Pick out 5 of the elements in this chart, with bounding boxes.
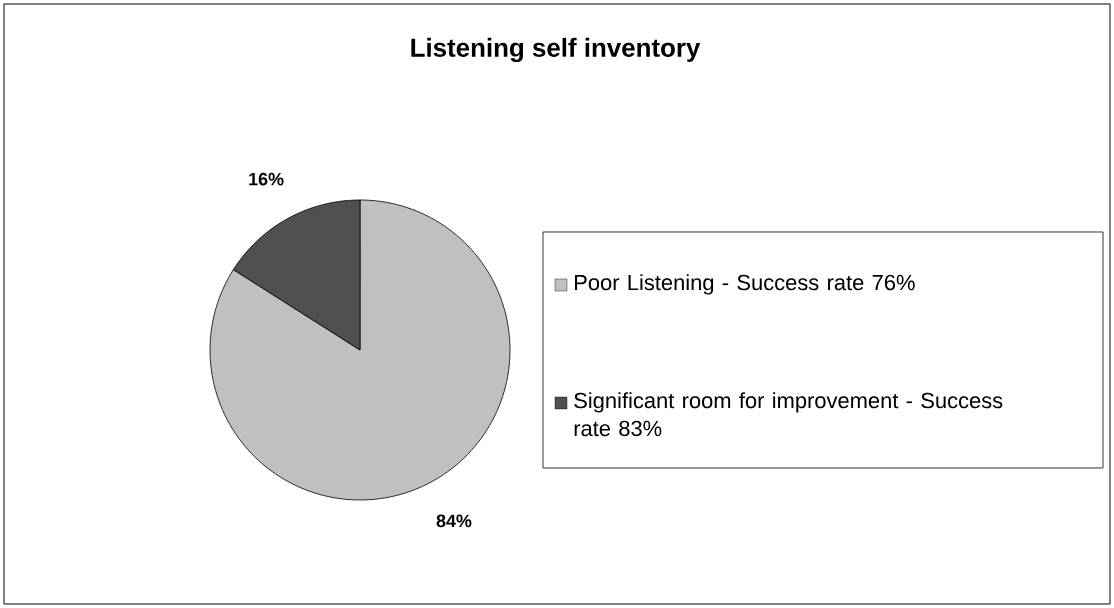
data-label: 84%	[436, 514, 472, 528]
chart-title: Listening self inventory	[411, 37, 701, 63]
legend-label: Poor Listening - Success rate 76%	[575, 274, 915, 295]
legend-label: Significant room for improvement - Success rate 83%	[574, 392, 1003, 437]
data-label: 16%	[249, 172, 284, 186]
